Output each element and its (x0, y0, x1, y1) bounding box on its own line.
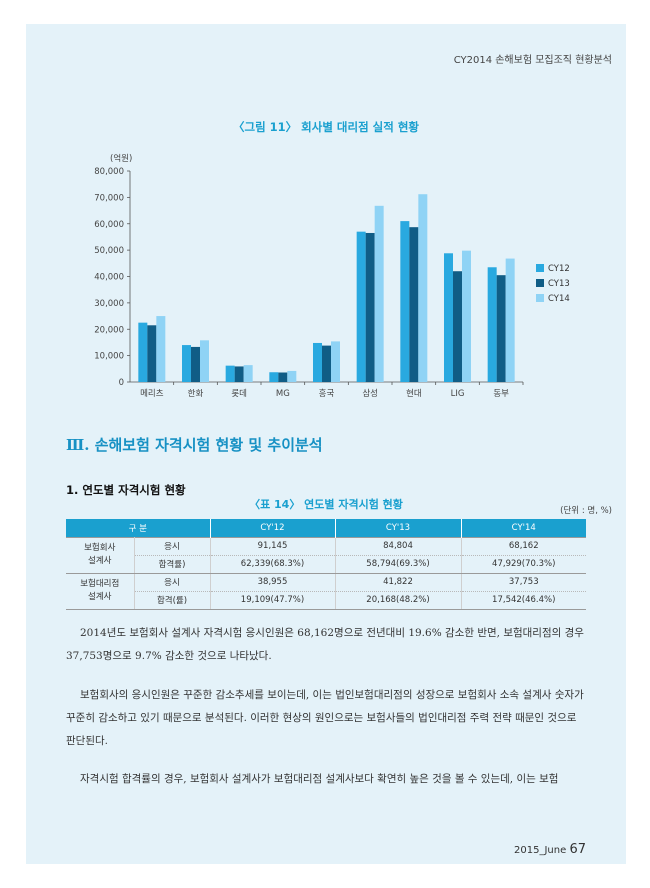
cell: 37,753 (461, 573, 586, 592)
page-footer: 2015_June 67 (514, 842, 586, 857)
bar (356, 231, 366, 382)
legend-swatch (536, 279, 544, 287)
y-tick-label: 30,000 (94, 299, 124, 309)
bar (453, 271, 462, 382)
x-tick-label: 흥국 (319, 388, 335, 399)
row-label: 합격(률) (134, 591, 211, 610)
section-title: Ⅲ. 손해보험 자격시험 현황 및 추이분석 (66, 436, 323, 454)
subsection-title: 1. 연도별 자격시험 현황 (66, 483, 186, 497)
cell: 41,822 (335, 573, 462, 592)
legend-label: CY13 (548, 279, 570, 289)
bar (374, 205, 384, 382)
figure-caption: 〈그림 11〉 회사별 대리점 실적 현황 (233, 120, 419, 134)
cell: 19,109(47.7%) (210, 591, 336, 610)
y-tick-label: 60,000 (94, 220, 124, 230)
body-paragraph: 보험회사의 응시인원은 꾸준한 감소추세를 보이는데, 이는 법인보험대리점의 … (66, 689, 584, 747)
group-label-line: 보험대리점 (80, 579, 120, 589)
bar (147, 325, 157, 382)
page-number: 67 (569, 842, 586, 857)
cell: 58,794(69.3%) (335, 555, 462, 574)
bar (365, 232, 375, 382)
bar (243, 365, 253, 382)
running-title: CY2014 손해보험 모집조직 현황분석 (453, 55, 612, 66)
group-label-line: 설계사 (88, 556, 112, 566)
cell: 38,955 (210, 573, 336, 592)
bar-chart: (억원) 0 10,000 20,000 30,000 40,000 50,000 60,00… (94, 153, 570, 399)
bar (418, 194, 428, 382)
row-label: 합격률) (134, 555, 211, 574)
header-col-cy12: CY'12 (210, 519, 336, 537)
header-col-cy14: CY'14 (461, 519, 586, 537)
cell: 91,145 (210, 536, 336, 556)
y-tick-label: 80,000 (94, 167, 124, 177)
bar (138, 322, 148, 382)
table-row: 보험대리점 설계사 응시 38,955 41,822 37,753 (66, 573, 586, 610)
x-tick-label: LIG (451, 389, 465, 399)
table-row: 합격(률) 19,109(47.7%) 20,168(48.2%) 17,542… (66, 591, 586, 610)
x-tick-label: 현대 (406, 389, 422, 399)
body-paragraph: 자격시험 합격률의 경우, 보험회사 설계사가 보험대리점 설계사보다 확연히 … (80, 773, 559, 785)
legend-swatch (536, 264, 544, 272)
group-label: 보험회사 설계사 (66, 536, 135, 574)
group-label: 보험대리점 설계사 (66, 573, 135, 610)
bar (313, 342, 322, 382)
bar (200, 340, 209, 382)
table-unit: (단위 : 명, %) (560, 506, 612, 516)
bar (156, 316, 166, 382)
body-paragraph: 2014년도 보험회사 설계사 자격시험 응시인원은 68,162명으로 전년대… (66, 627, 584, 662)
bar (225, 365, 235, 382)
table-header-row: 구 분 CY'12 CY'13 CY'14 (66, 519, 586, 537)
legend-label: CY12 (548, 264, 570, 274)
cell: 68,162 (461, 536, 586, 556)
page: CY2014 손해보험 모집조직 현황분석 〈그림 11〉 회사별 대리점 실적… (26, 24, 626, 864)
bar (444, 253, 453, 382)
header-col-cy13: CY'13 (335, 519, 462, 537)
x-tick-label: 삼성 (362, 388, 378, 399)
x-tick-label: 동부 (493, 389, 509, 399)
cell: 47,929(70.3%) (461, 555, 586, 574)
y-tick-label: 20,000 (94, 325, 124, 335)
cell: 20,168(48.2%) (335, 591, 462, 610)
bar (269, 372, 279, 382)
bar (278, 372, 288, 382)
group-label-line: 설계사 (88, 592, 112, 602)
bar (462, 250, 471, 382)
legend-swatch (536, 294, 544, 302)
bar (191, 346, 200, 382)
bar (287, 370, 297, 382)
x-tick-label: MG (276, 389, 290, 399)
group-label-line: 보험회사 (84, 543, 116, 553)
bar (331, 341, 340, 382)
y-tick-label: 10,000 (94, 352, 124, 362)
y-tick-label: 70,000 (94, 193, 124, 203)
table-row: 합격률) 62,339(68.3%) 58,794(69.3%) 47,929(… (66, 555, 586, 574)
bar (182, 345, 191, 382)
x-tick-label: 한화 (188, 389, 204, 399)
bar (322, 345, 331, 382)
y-tick-label: 0 (119, 378, 124, 388)
header-category: 구 분 (66, 519, 211, 537)
x-tick-label: 롯데 (231, 389, 247, 399)
y-tick-label: 40,000 (94, 273, 124, 283)
table-row: 보험회사 설계사 응시 91,145 84,804 68,162 (66, 536, 586, 574)
bar (505, 258, 515, 382)
x-tick-label: 메리츠 (140, 389, 164, 399)
row-label: 응시 (134, 536, 211, 556)
bar (400, 221, 410, 382)
cell: 62,339(68.3%) (210, 555, 336, 574)
bar (409, 227, 419, 382)
table-caption: 〈표 14〉 연도별 자격시험 현황 (249, 498, 403, 511)
y-unit-label: (억원) (110, 153, 132, 164)
bar (487, 267, 497, 382)
y-tick-label: 50,000 (94, 246, 124, 256)
row-label: 응시 (134, 573, 211, 592)
cell: 17,542(46.4%) (461, 591, 586, 610)
cell: 84,804 (335, 536, 462, 556)
bar (496, 275, 506, 382)
issue-label: 2015_June (514, 845, 567, 856)
legend-label: CY14 (548, 294, 570, 304)
exam-stats-table: 구 분 CY'12 CY'13 CY'14 보험회사 설계사 응시 91,145… (66, 519, 586, 610)
bar (234, 366, 244, 382)
